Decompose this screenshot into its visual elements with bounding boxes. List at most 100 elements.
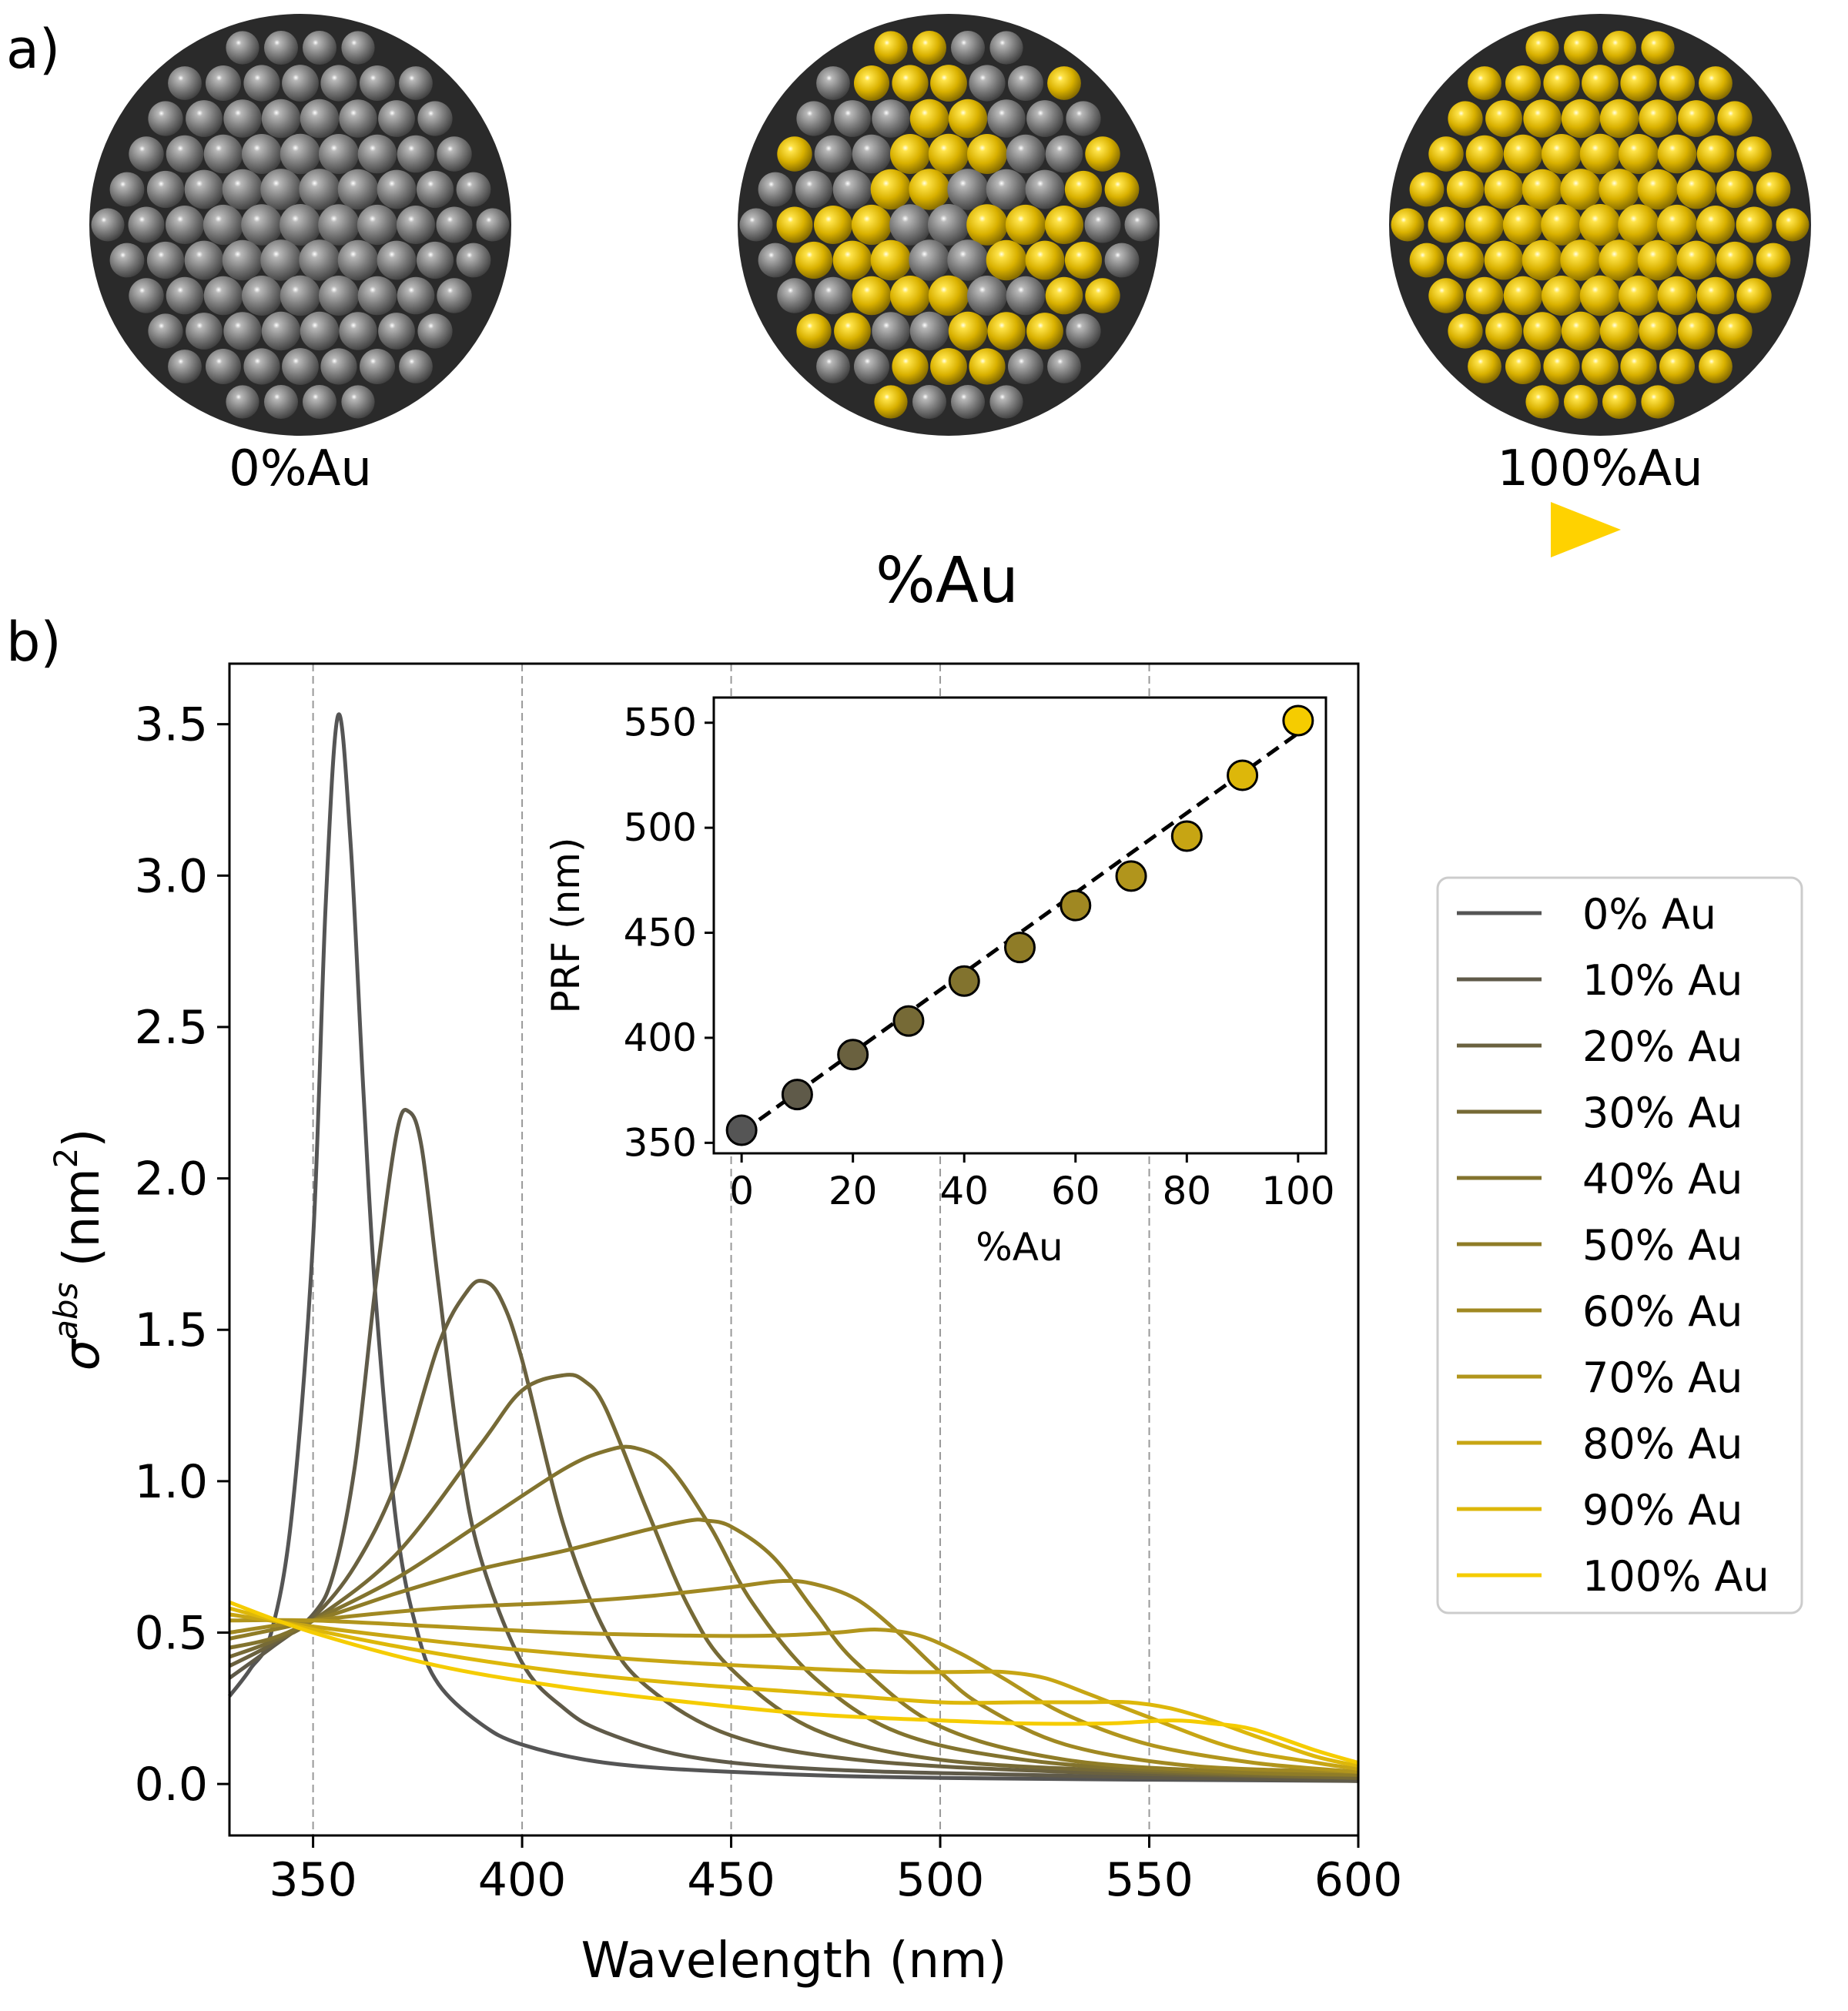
gold-atom [890,276,930,316]
gold-atom [1699,66,1732,100]
legend-label-0: 0% Au [1582,890,1716,939]
gold-atom [1560,169,1602,210]
inset-x-axis-label: %Au [976,1225,1063,1270]
gold-atom [1736,136,1772,172]
inset-x-tick-label: 60 [1051,1169,1100,1213]
silver-atom [852,134,892,174]
gold-atom [1428,206,1465,243]
silver-atom [397,206,435,244]
gold-atom [1543,348,1580,385]
legend: 0% Au 10% Au 20% Au 30% Au 40% Au 50% Au 60% A… [1436,876,1803,1614]
inset-y-tick-label: 350 [624,1120,697,1165]
legend-label-2: 20% Au [1582,1022,1743,1071]
panel-a-label: a) [6,18,60,81]
silver-atom [1026,100,1063,137]
silver-atom [814,135,852,173]
silver-atom [148,101,183,136]
gold-atom [854,65,889,101]
gold-atom [1523,99,1562,138]
composition-arrow-head [1551,502,1621,557]
silver-atom [437,278,472,313]
silver-atom [146,170,185,209]
silver-atom [1066,101,1101,136]
gold-atom [1525,31,1559,65]
silver-atom [739,208,773,242]
gold-atom [834,313,871,350]
silver-atom [303,31,336,65]
absorption-spectrum-chart: 350 400 450 500 550 600 0.00.51.01.52.02.53.0… [47,662,1402,1989]
prf-point-8 [1170,820,1203,852]
series-line-9 [229,1606,1359,1768]
silver-atom [357,204,398,246]
gold-atom [948,311,988,351]
silver-atom [777,278,812,313]
y-label-close: ) [54,1129,111,1148]
gold-atom [1448,101,1483,136]
silver-atom [909,311,949,351]
gold-atom [1676,169,1716,209]
silver-atom [912,385,946,419]
silver-atom [872,312,910,350]
gold-atom [1485,100,1522,137]
gold-atom [1505,65,1541,101]
gold-atom [1561,99,1601,139]
gold-atom [1409,243,1445,278]
gold-atom [1656,204,1698,246]
main-plot-frame [228,662,1360,1837]
gold-atom [1717,101,1753,136]
gold-atom [1085,278,1120,313]
gold-atom [909,99,949,139]
gold-atom [1484,169,1524,209]
silver-atom [319,134,359,174]
gold-atom [852,276,892,316]
silver-atom [397,276,435,315]
gold-atom [1025,240,1065,280]
gold-atom [1522,169,1563,210]
gold-atom [1409,172,1445,207]
gold-atom [1620,348,1657,385]
gold-atom [1045,276,1083,315]
gold-atom [1599,169,1640,210]
gold-atom [1446,241,1485,279]
gold-atom [928,275,969,316]
gold-atom [795,241,833,279]
gold-atom [870,169,912,210]
silver-atom [1006,276,1046,316]
gold-atom [1541,204,1582,246]
gold-atom [874,385,908,419]
gold-atom [1599,99,1639,139]
silver-atom [341,385,375,419]
nanocluster-row [89,14,1811,436]
series-line-0 [228,712,1359,1783]
gold-atom [1522,239,1563,281]
inset-y-axis-label: PRF (nm) [544,838,588,1014]
gold-atom [1657,276,1697,316]
silver-atom [148,313,183,349]
main-y-ticks: 0.0 0.5 1.0 1.5 2.0 2.5 3.0 3.5 [135,698,229,1812]
silver-atom [260,169,302,210]
gold-atom [1620,65,1657,102]
silver-atom [243,65,280,102]
inset-x-ticks: 0 20 40 60 80 100 [729,1153,1335,1213]
gold-atom [1505,349,1541,384]
gold-atom [1678,100,1715,137]
silver-atom [337,239,379,281]
gold-atom [1047,66,1081,100]
silver-atom [1008,65,1043,101]
silver-atom [264,31,298,65]
silver-atom [320,348,357,385]
gold-atom [1485,313,1522,350]
gold-atom [814,206,852,244]
gold-atom [776,206,813,243]
gold-atom [1502,204,1544,246]
gold-atom [969,348,1006,385]
gold-atom [1619,134,1659,174]
silver-atom [203,276,243,316]
silver-atom [222,169,263,210]
silver-atom [109,172,145,207]
silver-atom [947,239,989,281]
silver-atom [357,134,397,174]
spectrum-series [228,712,1359,1783]
silver-atom [969,65,1006,102]
silver-atom [357,276,397,316]
